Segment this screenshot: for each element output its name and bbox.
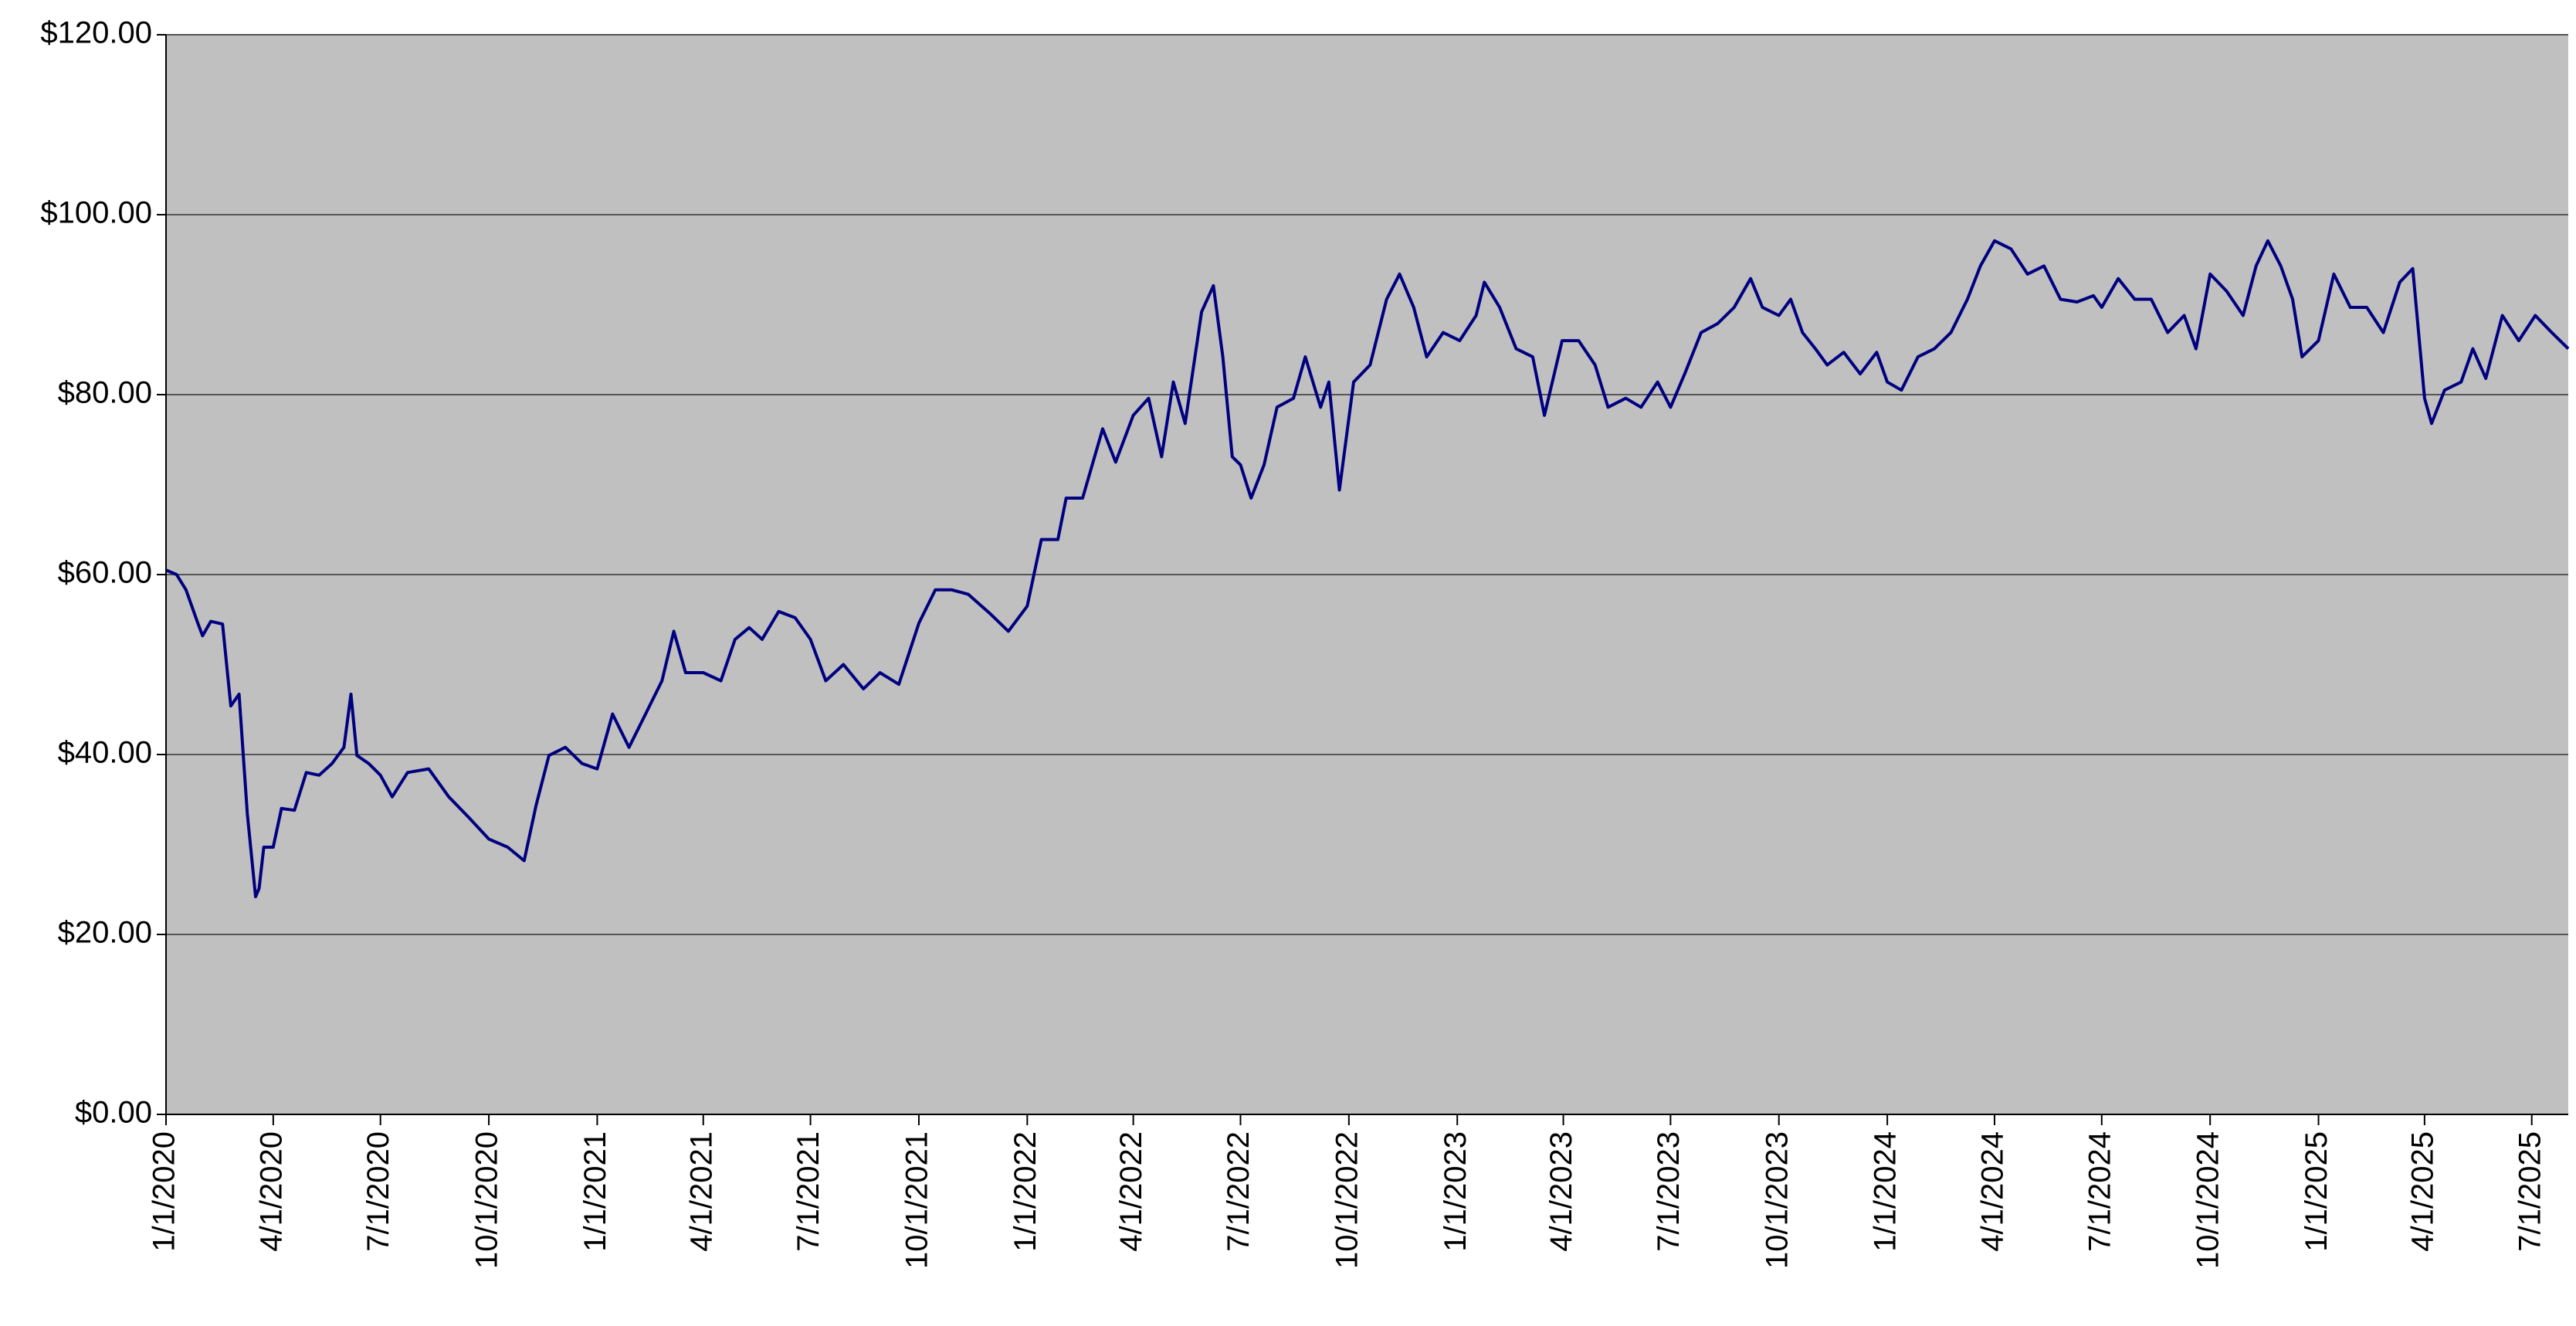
x-tick-label: 7/1/2024	[2083, 1131, 2117, 1252]
x-tick-label: 1/1/2024	[1869, 1131, 1903, 1252]
x-tick-label: 10/1/2021	[900, 1131, 934, 1269]
x-tick-label: 4/1/2024	[1976, 1131, 2010, 1252]
x-tick-label: 1/1/2025	[2300, 1131, 2334, 1252]
x-tick-label: 1/1/2021	[578, 1131, 612, 1252]
x-tick-label: 10/1/2024	[2191, 1131, 2225, 1269]
x-tick-label: 7/1/2020	[361, 1131, 395, 1252]
x-tick-label: 7/1/2022	[1222, 1131, 1256, 1252]
x-tick-label: 10/1/2022	[1330, 1131, 1364, 1269]
y-tick-label: $100.00	[40, 196, 152, 230]
x-tick-label: 10/1/2023	[1760, 1131, 1794, 1269]
x-tick-label: 4/1/2025	[2405, 1131, 2439, 1252]
y-tick-label: $20.00	[58, 916, 152, 950]
x-tick-label: 4/1/2021	[684, 1131, 718, 1252]
y-tick-label: $40.00	[58, 736, 152, 770]
price-line	[165, 239, 2570, 899]
x-tick-label: 10/1/2020	[470, 1131, 504, 1269]
x-tick-label: 7/1/2021	[791, 1131, 825, 1252]
x-tick-label: 7/1/2025	[2513, 1131, 2547, 1252]
y-tick-label: $0.00	[75, 1096, 152, 1130]
y-tick-label: $120.00	[40, 16, 152, 50]
x-tick-label: 4/1/2022	[1114, 1131, 1148, 1252]
x-tick-label: 1/1/2023	[1439, 1131, 1473, 1252]
x-tick-label: 7/1/2023	[1652, 1131, 1686, 1252]
x-tick-label: 4/1/2020	[254, 1131, 288, 1252]
x-tick-label: 1/1/2020	[147, 1131, 181, 1252]
y-tick-label: $60.00	[58, 556, 152, 590]
x-tick-label: 1/1/2022	[1008, 1131, 1042, 1252]
y-tick-label: $80.00	[58, 376, 152, 410]
x-tick-label: 4/1/2023	[1544, 1131, 1578, 1252]
